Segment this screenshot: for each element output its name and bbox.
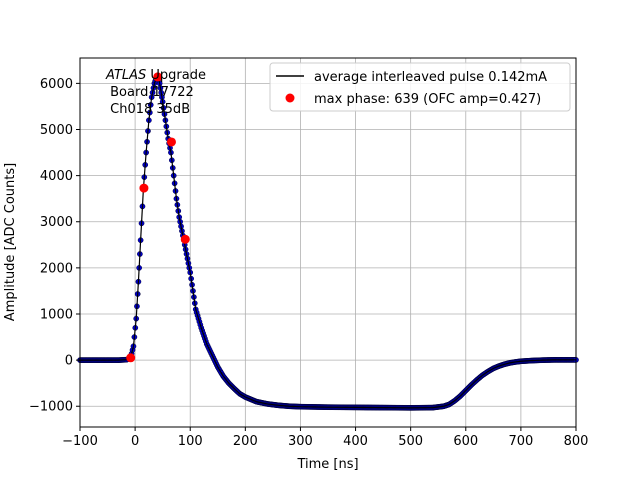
y-tick-label: 1000 xyxy=(40,307,73,322)
y-tick-label: 6000 xyxy=(40,77,73,92)
plot-frame xyxy=(79,57,577,428)
x-tick-label: 300 xyxy=(288,434,313,449)
pulse-line xyxy=(80,75,576,409)
axis-ticks: −100 0 100 200 300 400 500 600 700 800−1000010002… xyxy=(29,77,588,449)
atlas-annotation: ATLAS Upgrade Board 17722 Ch018 35dB xyxy=(105,68,206,117)
legend-marker-swatch xyxy=(285,93,295,103)
x-tick-label: 600 xyxy=(453,434,478,449)
y-tick-label: −1000 xyxy=(29,400,73,415)
y-tick-label: 5000 xyxy=(40,123,73,138)
annotation-line-2: Board 17722 xyxy=(106,85,194,100)
legend: average interleaved pulse 0.142mA max ph… xyxy=(269,62,571,112)
y-tick-label: 4000 xyxy=(40,169,73,184)
max-phase-point xyxy=(126,353,136,363)
annotation-upgrade: Upgrade xyxy=(146,68,206,83)
x-tick-label: 800 xyxy=(564,434,589,449)
y-tick-label: 0 xyxy=(65,354,73,369)
x-axis-label: Time [ns] xyxy=(296,457,358,472)
annotation-line-3: Ch018 35dB xyxy=(106,102,190,117)
series-group xyxy=(77,72,579,411)
legend-box xyxy=(269,62,571,112)
y-tick-label: 2000 xyxy=(40,261,73,276)
x-tick-label: 0 xyxy=(131,434,139,449)
max-phase-point xyxy=(166,137,176,147)
y-tick-label: 3000 xyxy=(40,215,73,230)
x-tick-label: 200 xyxy=(233,434,258,449)
max-phase-point xyxy=(139,183,149,193)
legend-label-pulse: average interleaved pulse 0.142mA xyxy=(314,70,547,85)
x-tick-label: 500 xyxy=(398,434,423,449)
x-tick-label: 700 xyxy=(508,434,533,449)
legend-label-phase: max phase: 639 (OFC amp=0.427) xyxy=(314,92,541,107)
max-phase-point xyxy=(153,72,163,82)
annotation-line-1: ATLAS Upgrade xyxy=(105,68,206,83)
y-axis-label: Amplitude [ADC Counts] xyxy=(3,163,18,321)
annotation-atlas: ATLAS xyxy=(105,68,146,83)
x-tick-label: −100 xyxy=(62,434,98,449)
x-tick-label: 100 xyxy=(178,434,203,449)
max-phase-point xyxy=(180,234,190,244)
x-tick-label: 400 xyxy=(343,434,368,449)
